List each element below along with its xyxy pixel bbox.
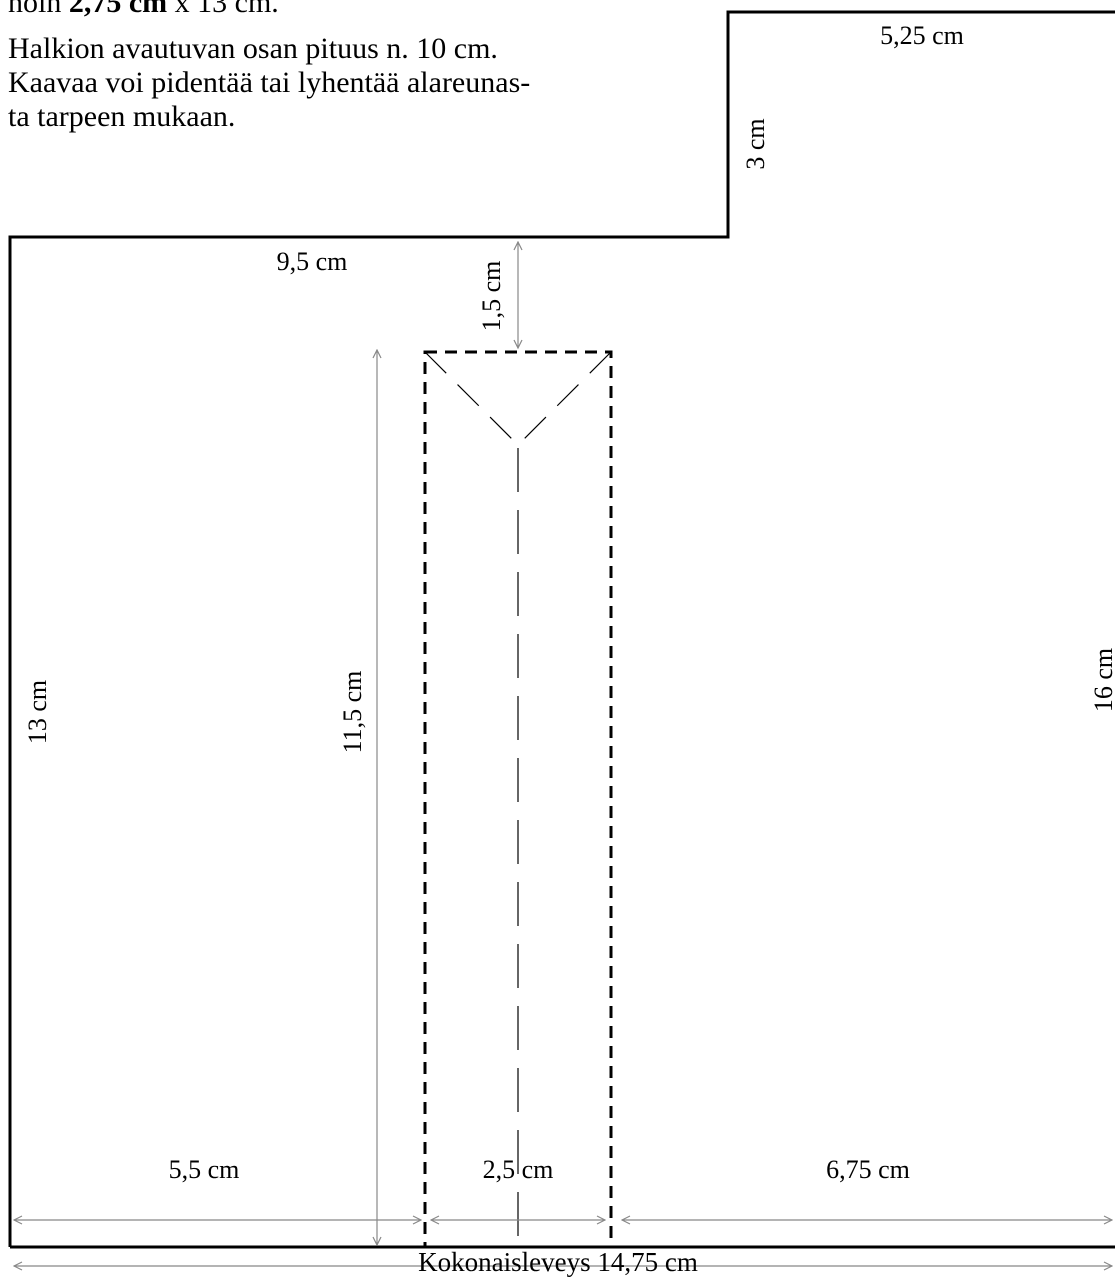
intro-paragraph-line: ta tarpeen mukaan. bbox=[8, 100, 236, 133]
intro-paragraph-line: Kaavaa voi pidentää tai lyhentää alareun… bbox=[8, 66, 531, 99]
bottom-middle-label: 2,5 cm bbox=[483, 1155, 554, 1184]
right-height-label: 16 cm bbox=[1089, 648, 1115, 712]
intro-line-size: noin 2,75 cm x 13 cm. bbox=[8, 0, 708, 20]
slit-height-label: 11,5 cm bbox=[338, 671, 367, 754]
bottom-left-label: 5,5 cm bbox=[169, 1155, 240, 1184]
intro-paragraph: Halkion avautuvan osan pituus n. 10 cm. … bbox=[8, 32, 708, 134]
left-top-width-label: 9,5 cm bbox=[277, 247, 348, 276]
slit-diagonal-right bbox=[517, 351, 612, 446]
intro-size-suffix: x 13 cm. bbox=[167, 0, 279, 19]
intro-size-bold: 2,75 cm bbox=[68, 0, 168, 19]
bottom-right-label: 6,75 cm bbox=[826, 1155, 910, 1184]
step-height-label: 3 cm bbox=[741, 118, 770, 169]
slit-diagonal-left bbox=[424, 351, 519, 446]
pattern-outline bbox=[8, 10, 1115, 1247]
instruction-text: noin 2,75 cm x 13 cm. Halkion avautuvan … bbox=[8, 0, 708, 146]
intro-size-prefix: noin bbox=[8, 0, 69, 19]
slit-offset-label: 1,5 cm bbox=[477, 261, 506, 332]
left-height-label: 13 cm bbox=[23, 680, 52, 744]
top-width-label: 5,25 cm bbox=[880, 21, 964, 50]
intro-paragraph-line: Halkion avautuvan osan pituus n. 10 cm. bbox=[8, 32, 498, 65]
total-width-label: Kokonaisleveys 14,75 cm bbox=[418, 1247, 698, 1277]
